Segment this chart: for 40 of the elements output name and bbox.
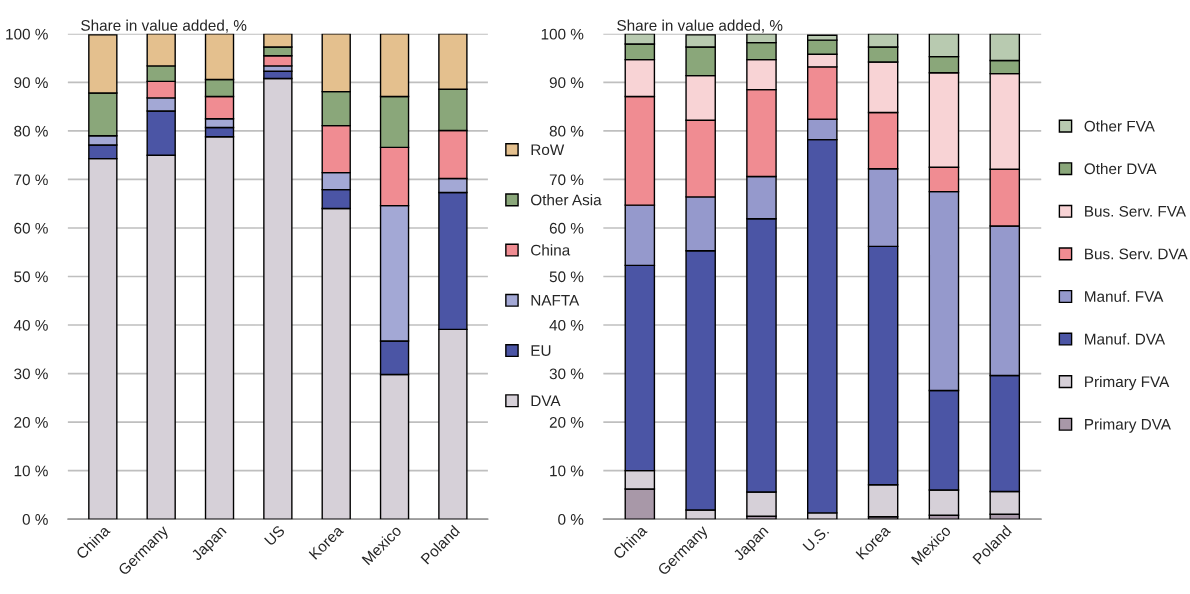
y-tick-label: 30 % <box>14 368 48 380</box>
legend-label: Bus. Serv. DVA <box>1085 248 1188 260</box>
legend-label: Other FVA <box>1084 120 1155 132</box>
legend-label: DVA <box>531 395 561 407</box>
legend-label: RoW <box>531 144 565 156</box>
y-tick-label: 90 % <box>14 77 48 89</box>
legend-label: China <box>531 244 571 256</box>
y-axis-title: Share in value added, % <box>617 19 783 33</box>
y-tick-label: 80 % <box>14 125 48 137</box>
x-tick-label: US <box>263 524 286 547</box>
y-tick-label: 30 % <box>549 368 584 380</box>
y-axis-title: Share in value added, % <box>81 19 247 33</box>
x-tick-label: U.S. <box>802 525 830 553</box>
y-tick-label: 50 % <box>549 271 584 283</box>
legend-label: Manuf. FVA <box>1085 290 1164 302</box>
legend-label: Bus. Serv. FVA <box>1085 205 1186 217</box>
legend-label: Primary FVA <box>1085 375 1170 391</box>
y-tick-label: 50 % <box>14 271 48 283</box>
y-tick-label: 0 % <box>22 514 48 525</box>
y-tick-label: 40 % <box>549 319 584 331</box>
y-tick-label: 10 % <box>14 465 48 477</box>
y-tick-label: 90 % <box>549 77 584 89</box>
legend-label: Primary DVA <box>1085 418 1171 433</box>
y-tick-label: 70 % <box>14 174 48 186</box>
y-tick-label: 100 % <box>6 28 48 40</box>
legend-label: Other DVA <box>1084 162 1157 175</box>
y-tick-label: 40 % <box>13 319 48 331</box>
y-tick-label: 20 % <box>549 416 584 428</box>
y-tick-label: 60 % <box>14 222 48 234</box>
y-tick-label: 0 % <box>558 514 584 525</box>
legend-label: EU <box>531 345 551 356</box>
y-tick-label: 60 % <box>549 222 584 234</box>
y-tick-label: 20 % <box>14 416 48 428</box>
y-tick-label: 10 % <box>550 465 584 477</box>
legend-label: Other Asia <box>531 194 602 206</box>
legend-label: NAFTA <box>531 295 580 306</box>
y-tick-label: 100 % <box>541 28 584 40</box>
y-tick-label: 70 % <box>549 174 584 186</box>
y-tick-label: 80 % <box>549 125 584 137</box>
legend-label: Manuf. DVA <box>1085 333 1166 345</box>
